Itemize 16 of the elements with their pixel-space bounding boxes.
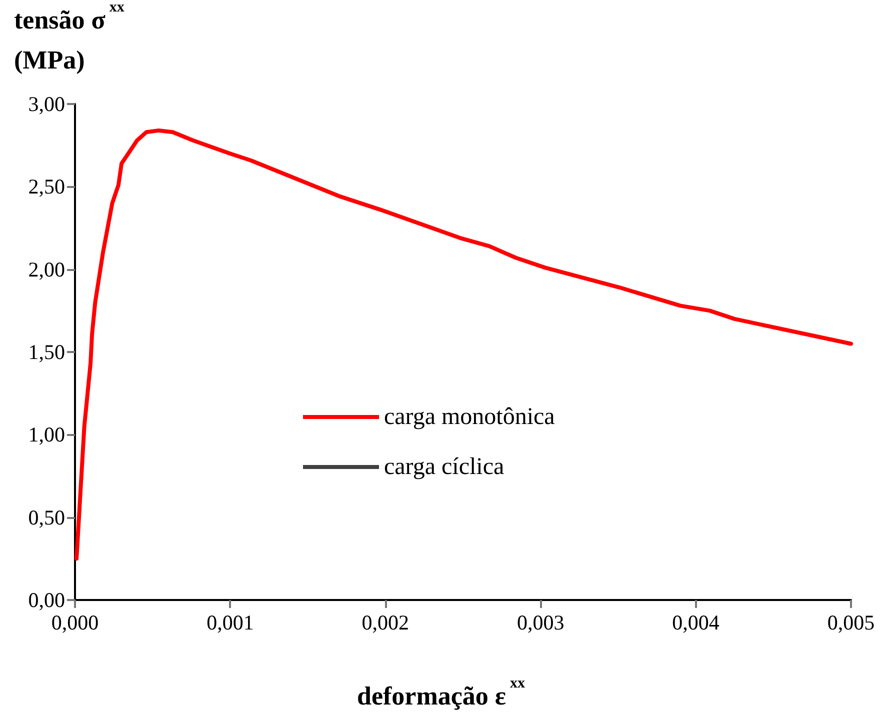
y-tick-label: 2,00 bbox=[28, 257, 65, 282]
y-tick-label: 3,00 bbox=[28, 92, 65, 116]
x-tick-label: 0,000 bbox=[51, 610, 99, 634]
x-tick-label: 0,001 bbox=[206, 610, 254, 634]
x-tick-label: 0,004 bbox=[672, 610, 720, 634]
x-tick-label: 0,002 bbox=[362, 610, 410, 634]
y-tick-label: 2,50 bbox=[28, 174, 65, 199]
y-tick-label: 0,50 bbox=[28, 505, 65, 530]
y-tick-label: 1,50 bbox=[28, 340, 65, 364]
legend-label: carga cíclica bbox=[384, 454, 504, 480]
x-tick-label: 0,003 bbox=[516, 610, 564, 634]
y-tick-label: 1,00 bbox=[28, 422, 65, 447]
line-series bbox=[74, 128, 853, 561]
y-tick-label: 0,00 bbox=[28, 588, 65, 612]
x-tick-label: 0,005 bbox=[827, 610, 875, 634]
legend-label: carga monotônica bbox=[384, 404, 556, 430]
